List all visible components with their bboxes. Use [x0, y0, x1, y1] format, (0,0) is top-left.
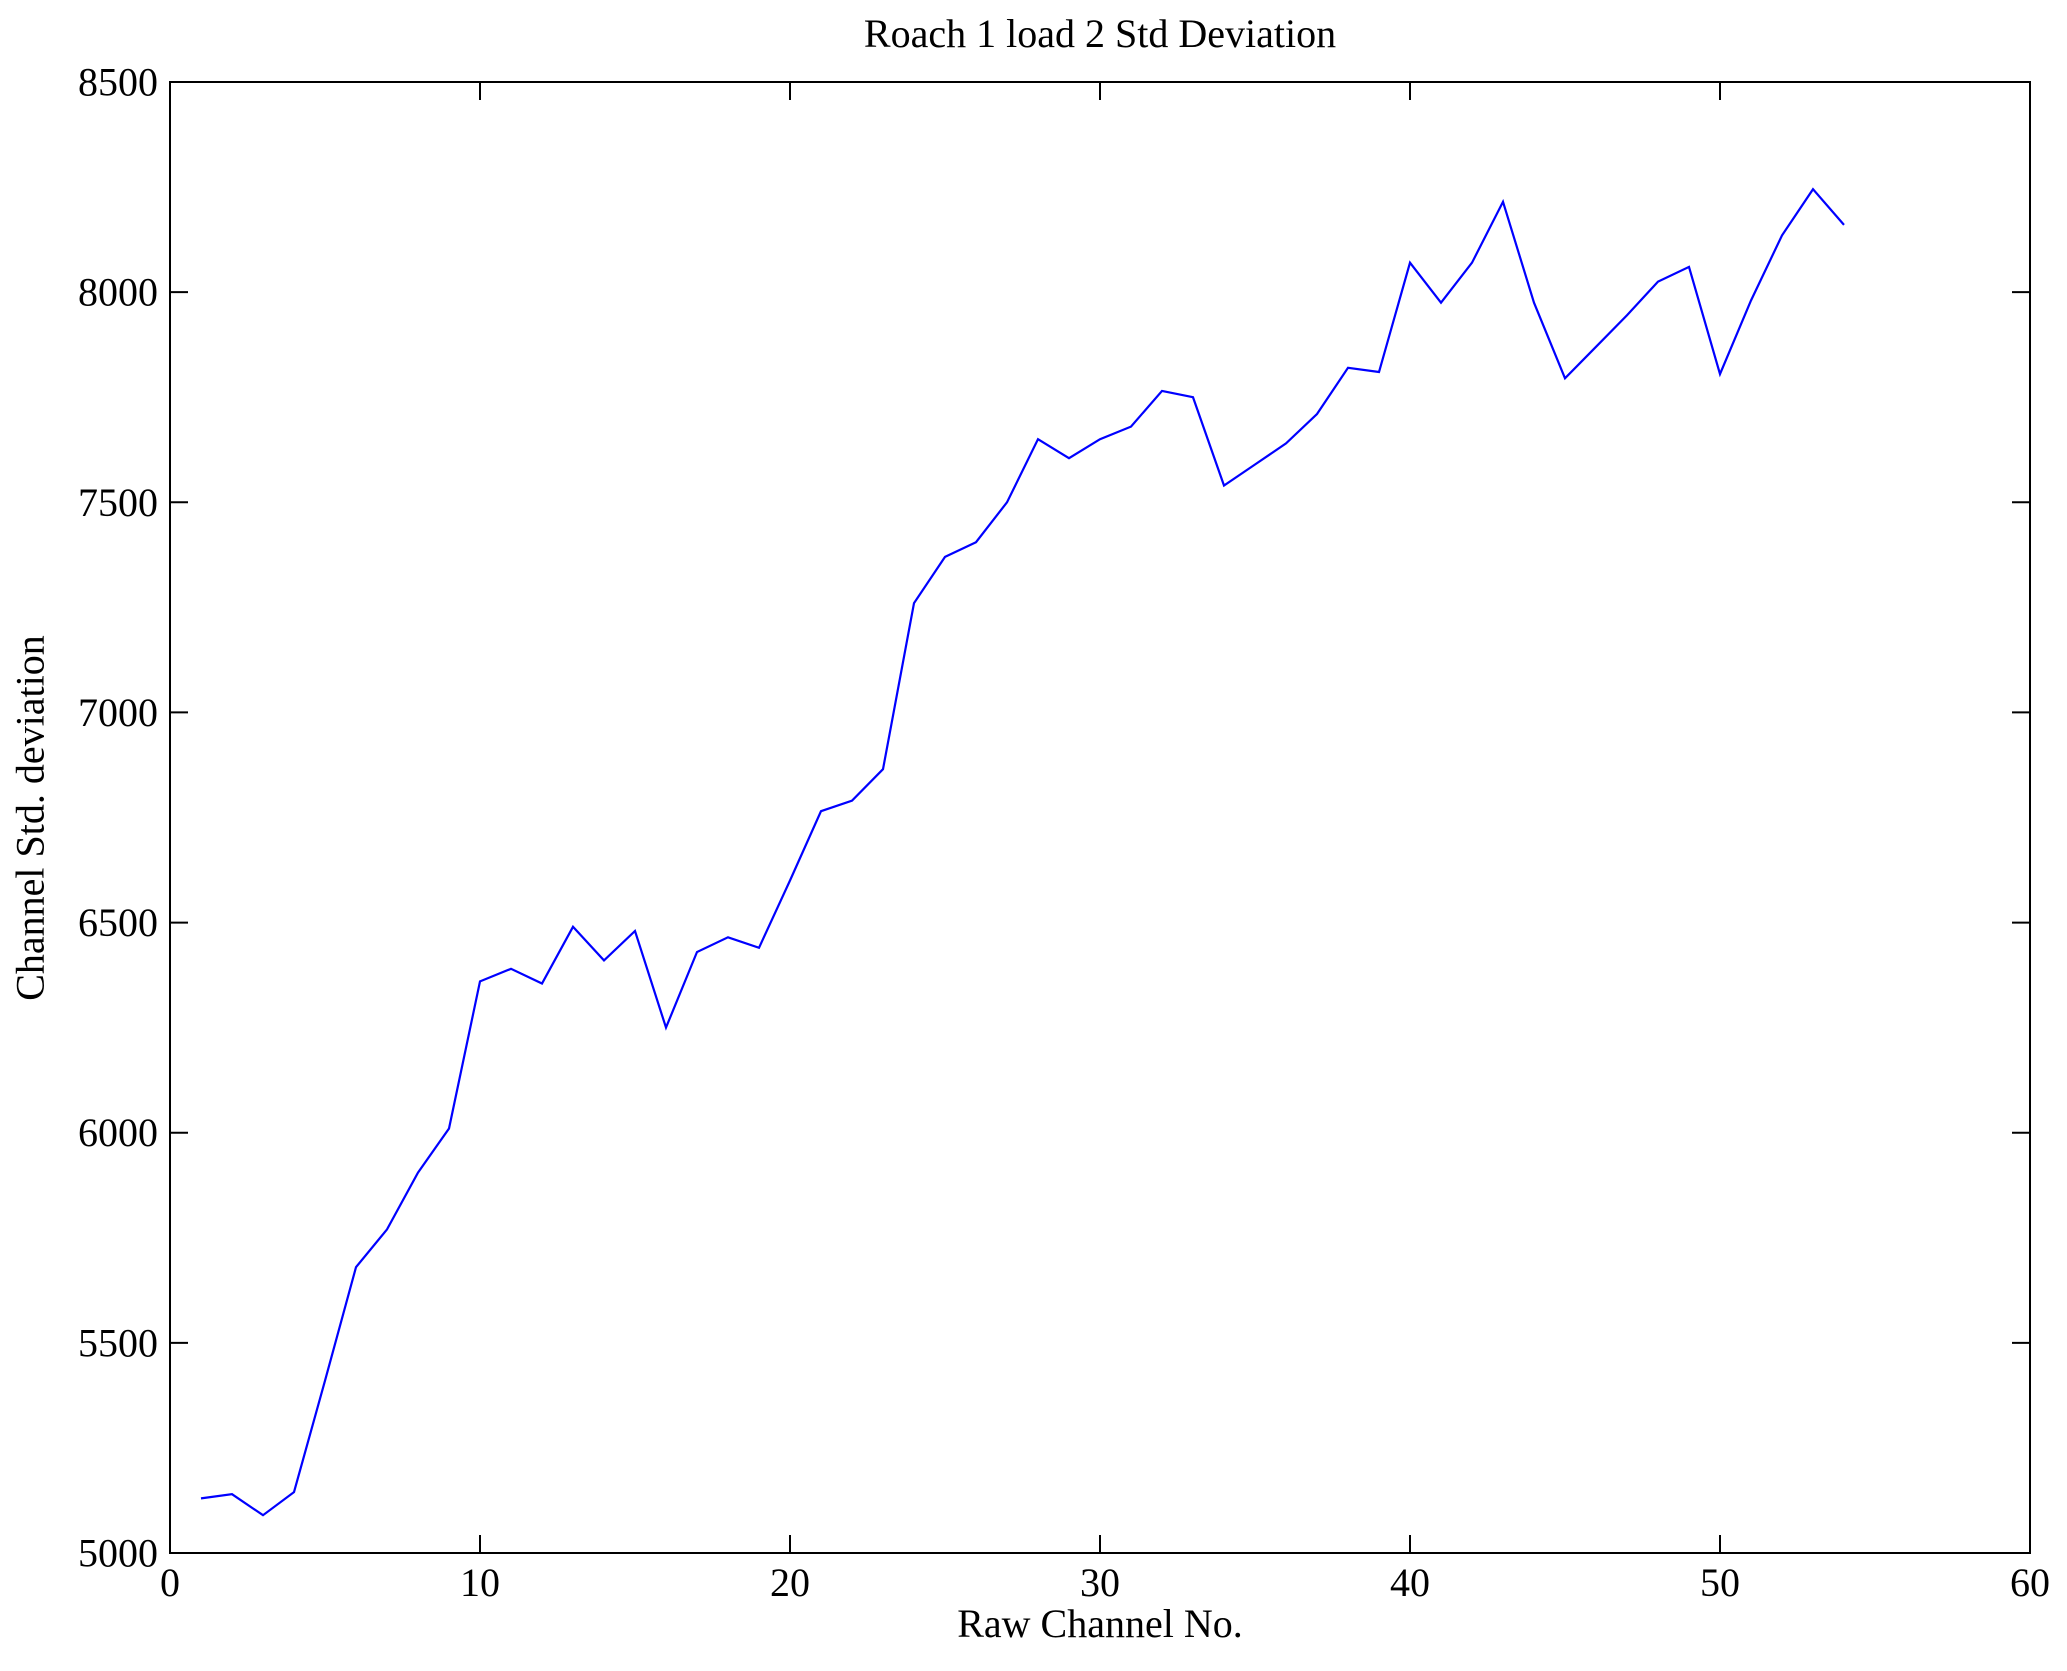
y-tick-label: 5000: [78, 1531, 158, 1576]
x-tick-label: 0: [160, 1560, 180, 1605]
x-tick-label: 10: [460, 1560, 500, 1605]
y-tick-label: 6000: [78, 1110, 158, 1155]
x-tick-label: 30: [1080, 1560, 1120, 1605]
x-axis-label: Raw Channel No.: [957, 1601, 1243, 1646]
chart-title: Roach 1 load 2 Std Deviation: [863, 11, 1337, 56]
x-tick-label: 20: [770, 1560, 810, 1605]
y-axis-label: Channel Std. deviation: [7, 635, 53, 1001]
x-tick-label: 50: [1700, 1560, 1740, 1605]
y-tick-label: 5500: [78, 1320, 158, 1365]
x-tick-label: 40: [1390, 1560, 1430, 1605]
y-tick-label: 8500: [78, 60, 158, 105]
y-tick-label: 7500: [78, 480, 158, 525]
y-tick-label: 6500: [78, 900, 158, 945]
x-tick-label: 60: [2010, 1560, 2050, 1605]
data-line: [200, 187, 1845, 1517]
y-tick-label: 8000: [78, 270, 158, 315]
y-tick-label: 7000: [78, 690, 158, 735]
